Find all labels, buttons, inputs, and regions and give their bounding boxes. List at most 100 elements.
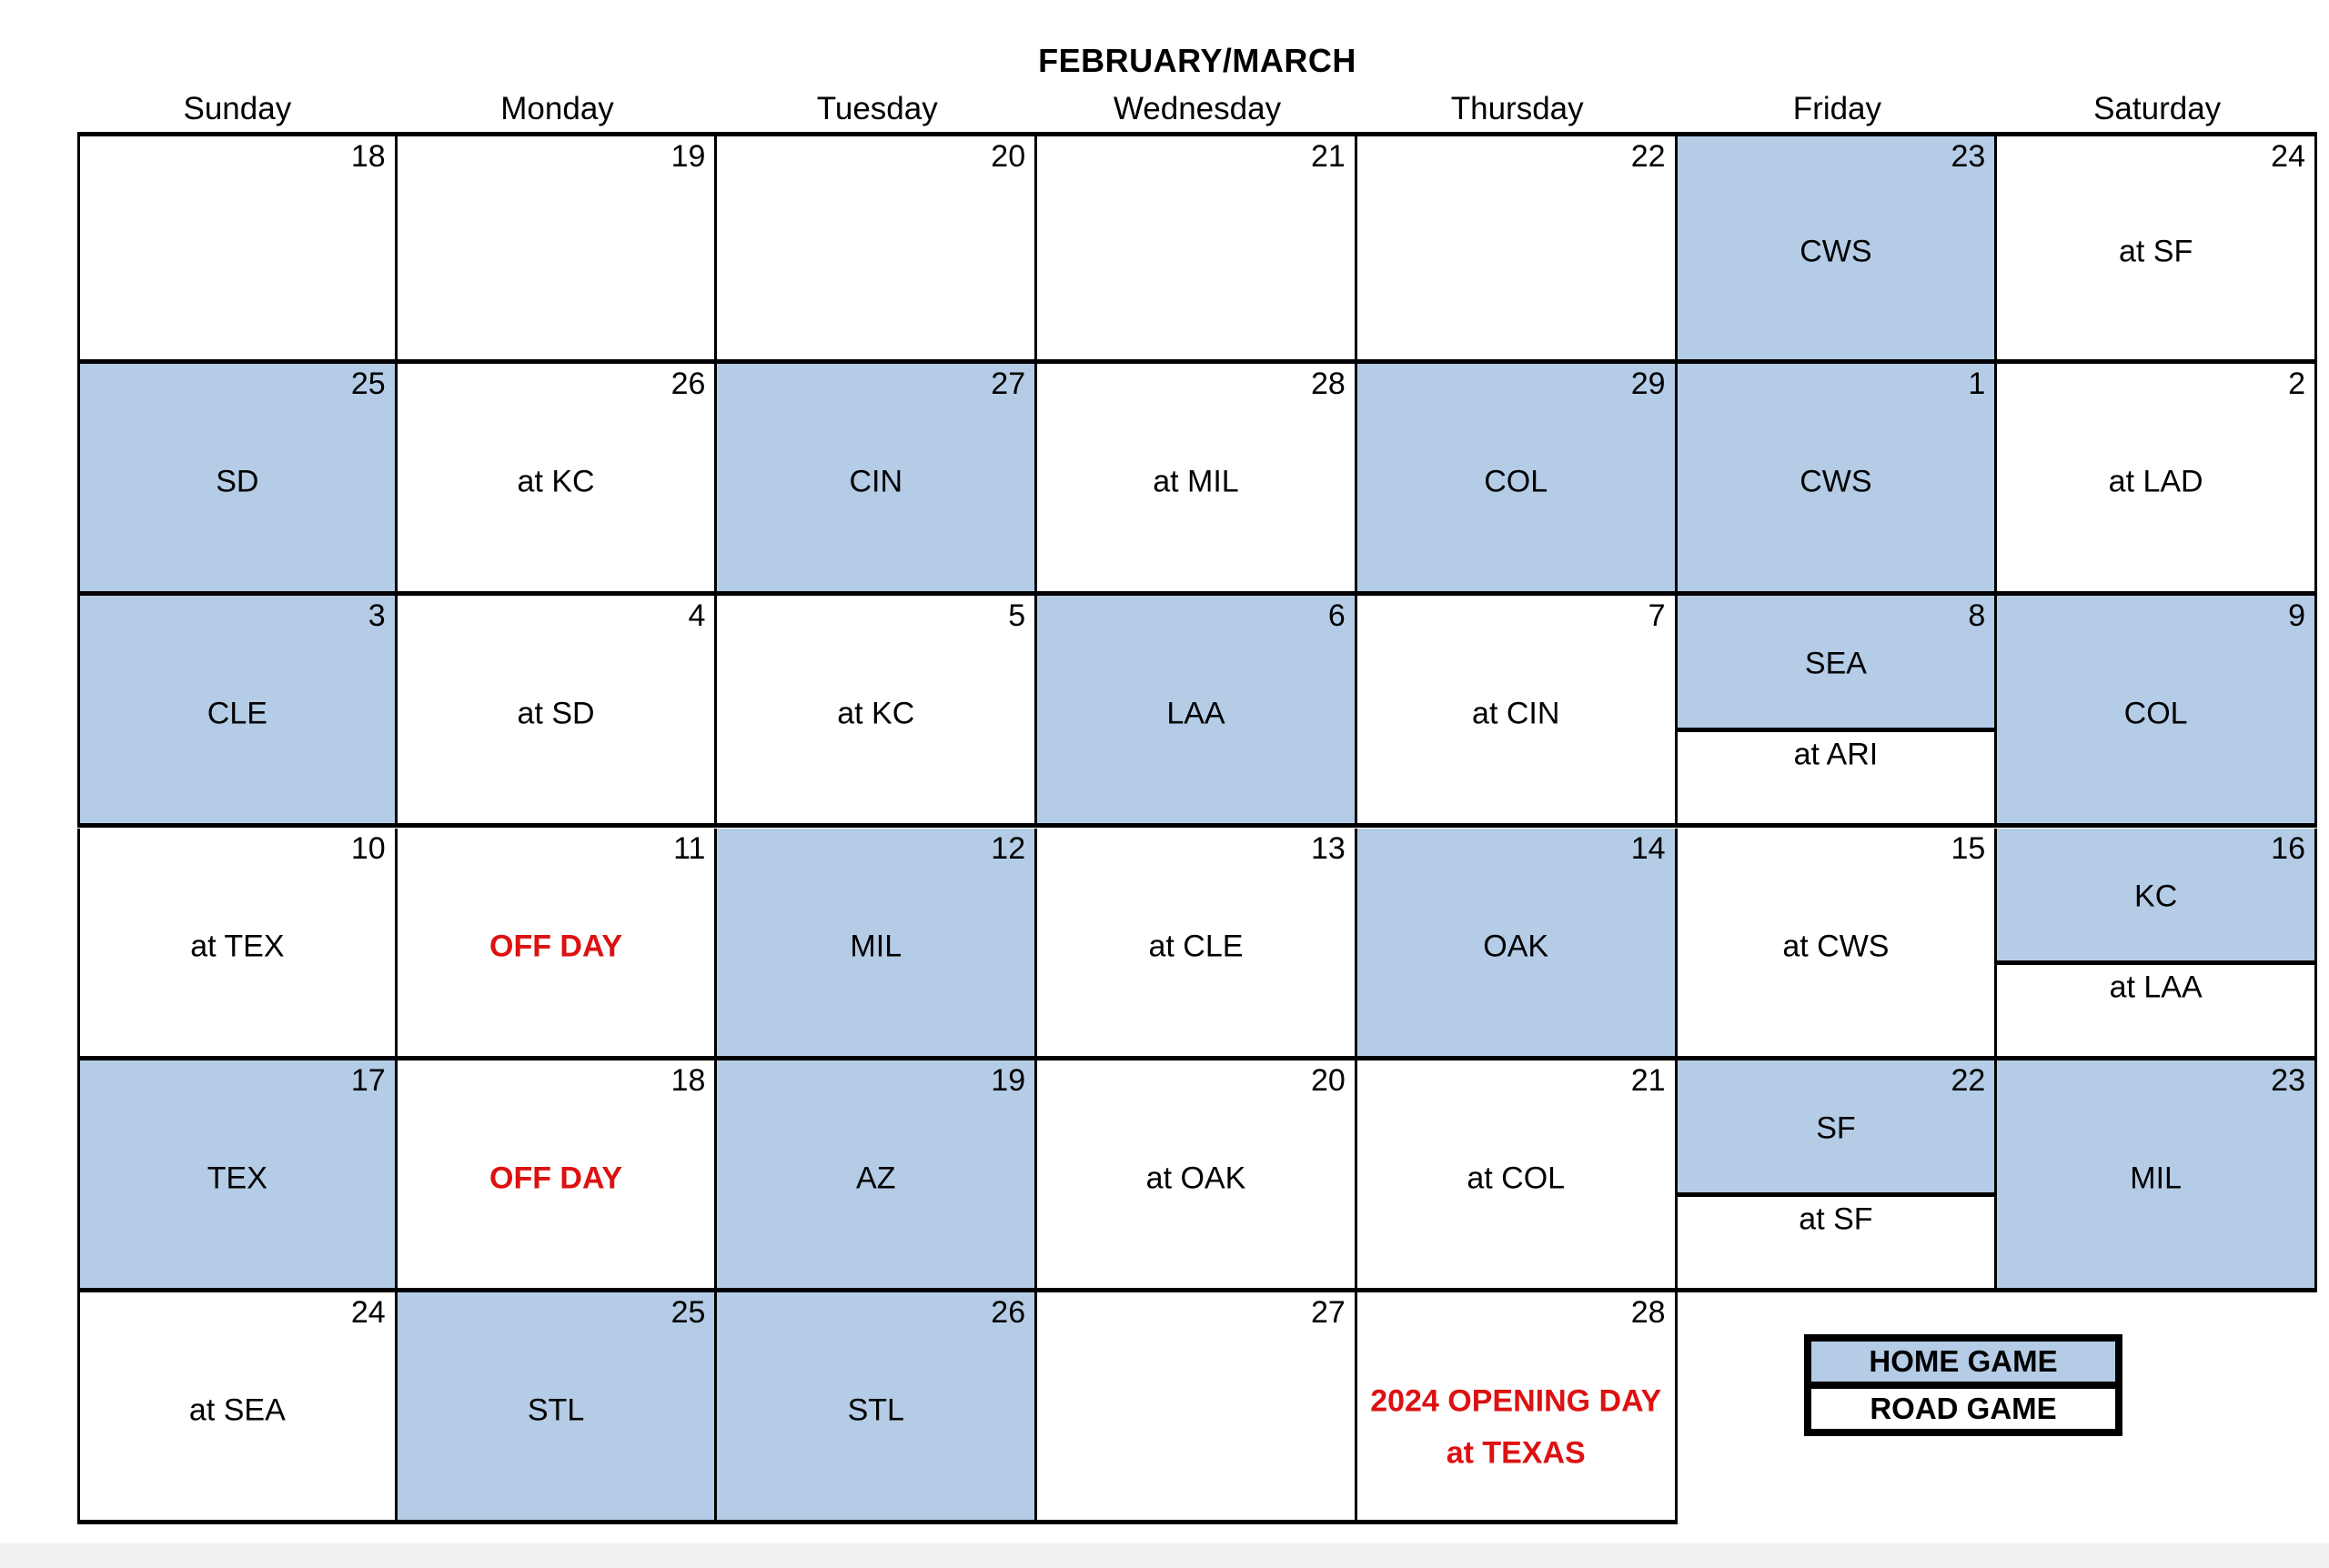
split-cell-home-section: [1677, 1060, 1995, 1197]
date-number: 23: [1951, 139, 1986, 174]
home-game-label: AZ: [856, 1161, 896, 1196]
calendar-cell[interactable]: at KC 5: [717, 596, 1038, 829]
date-number: 26: [991, 1294, 1026, 1330]
home-game-label: STL: [847, 1392, 904, 1428]
road-game-label: at SEA: [188, 1392, 286, 1428]
calendar-cell[interactable]: at TEX 10: [77, 828, 398, 1060]
split-cell-home-section: [1997, 828, 2314, 965]
date-number: 2: [2288, 367, 2305, 402]
date-number: 29: [1630, 367, 1666, 402]
calendar-cell[interactable]: STL 26: [717, 1292, 1038, 1524]
date-number: 21: [1311, 139, 1346, 174]
home-game-label: OAK: [1483, 929, 1549, 964]
off-day-label: OFF DAY: [489, 929, 623, 964]
home-game-label: TEX: [207, 1161, 267, 1196]
calendar-cell[interactable]: 27: [1037, 1292, 1357, 1524]
calendar-cell[interactable]: CLE 3: [77, 596, 398, 829]
date-number: 3: [368, 598, 386, 634]
home-game-label: MIL: [850, 929, 902, 964]
date-number: 14: [1630, 830, 1666, 866]
date-number: 22: [1630, 139, 1666, 174]
date-number: 10: [350, 830, 386, 866]
date-number: 24: [350, 1294, 386, 1330]
off-day-label: OFF DAY: [489, 1161, 623, 1196]
weekday-label-3: Wednesday: [1113, 91, 1282, 126]
page-title: FEBRUARY/MARCH: [1038, 42, 1356, 79]
calendar-cell[interactable]: COL 29: [1356, 364, 1678, 597]
calendar-cell[interactable]: at CWS 15: [1677, 828, 1998, 1060]
calendar-cell[interactable]: SD 25: [77, 364, 398, 597]
home-game-label: CWS: [1800, 234, 1872, 269]
calendar-cell[interactable]: SF at SF 22: [1677, 1060, 1998, 1292]
calendar-cell[interactable]: KC at LAA 16: [1997, 828, 2317, 1060]
road-game-label: at SF: [1799, 1201, 1873, 1237]
calendar-cell[interactable]: at LAD 2: [1997, 364, 2317, 597]
home-game-label: CIN: [849, 464, 903, 499]
calendar-cell[interactable]: 2024 OPENING DAY at TEXAS 28: [1356, 1292, 1678, 1524]
date-number: 11: [673, 830, 706, 866]
calendar-cell[interactable]: TEX 17: [77, 1060, 398, 1292]
calendar-cell[interactable]: COL 9: [1997, 596, 2317, 829]
calendar-cell[interactable]: at CIN 7: [1356, 596, 1678, 829]
calendar-cell[interactable]: at SEA 24: [77, 1292, 398, 1524]
legend-road-game: ROAD GAME: [1811, 1389, 2115, 1429]
date-number: 18: [670, 1062, 706, 1098]
road-game-label: at OAK: [1145, 1161, 1246, 1196]
date-number: 25: [350, 367, 386, 402]
calendar-cell[interactable]: OAK 14: [1356, 828, 1678, 1060]
calendar-cell[interactable]: 20: [717, 132, 1038, 365]
calendar-cell[interactable]: LAA 6: [1037, 596, 1357, 829]
date-number: 15: [1951, 830, 1986, 866]
calendar-cell[interactable]: STL 25: [397, 1292, 718, 1524]
road-game-label: at TEX: [190, 929, 285, 964]
date-number: 17: [350, 1062, 386, 1098]
calendar-cell[interactable]: CWS 23: [1677, 132, 1998, 365]
date-number: 7: [1648, 598, 1666, 634]
home-game-label: SD: [216, 464, 259, 499]
calendar-cell[interactable]: 18: [77, 132, 398, 365]
date-number: 19: [991, 1062, 1026, 1098]
opening-day-line2: at TEXAS: [1446, 1435, 1586, 1471]
weekday-label-6: Saturday: [2093, 91, 2222, 126]
calendar-cell[interactable]: AZ 19: [717, 1060, 1038, 1292]
date-number: 20: [1311, 1062, 1346, 1098]
calendar-cell[interactable]: at MIL 28: [1037, 364, 1357, 597]
calendar-cell[interactable]: at CLE 13: [1037, 828, 1357, 1060]
home-game-label: CLE: [207, 696, 267, 731]
road-game-label: at COL: [1467, 1161, 1566, 1196]
calendar-cell[interactable]: MIL 12: [717, 828, 1038, 1060]
calendar-cell[interactable]: at SD 4: [397, 596, 718, 829]
calendar-cell[interactable]: OFF DAY 11: [397, 828, 718, 1060]
date-number: 13: [1311, 830, 1346, 866]
calendar-cell[interactable]: CIN 27: [717, 364, 1038, 597]
calendar-cell[interactable]: 19: [397, 132, 718, 365]
calendar-cell[interactable]: at COL 21: [1356, 1060, 1678, 1292]
home-game-label: COL: [2123, 696, 2188, 731]
road-game-label: at KC: [517, 464, 595, 499]
calendar-cell[interactable]: CWS 1: [1677, 364, 1998, 597]
date-number: 24: [2271, 139, 2305, 174]
calendar-cell[interactable]: OFF DAY 18: [397, 1060, 718, 1292]
date-number: 19: [670, 139, 706, 174]
date-number: 23: [2271, 1062, 2305, 1098]
date-number: 27: [1311, 1294, 1346, 1330]
road-game-label: at ARI: [1793, 737, 1879, 772]
road-game-label: at MIL: [1153, 464, 1239, 499]
calendar-cell[interactable]: SEA at ARI 8: [1677, 596, 1998, 829]
calendar-cell[interactable]: at KC 26: [397, 364, 718, 597]
calendar-cell[interactable]: 21: [1037, 132, 1357, 365]
calendar-cell[interactable]: 22: [1356, 132, 1678, 365]
date-number: 5: [1008, 598, 1026, 634]
calendar-cell[interactable]: at SF 24: [1997, 132, 2317, 365]
date-number: 22: [1951, 1062, 1986, 1098]
date-number: 4: [688, 598, 706, 634]
weekday-label-0: Sunday: [183, 91, 292, 126]
date-number: 6: [1327, 598, 1346, 634]
road-game-label: at KC: [837, 696, 915, 731]
legend-home-game: HOME GAME: [1811, 1342, 2115, 1389]
road-game-label: at CIN: [1472, 696, 1560, 731]
calendar-cell[interactable]: at OAK 20: [1037, 1060, 1357, 1292]
home-game-label: SEA: [1804, 646, 1867, 681]
home-game-label: MIL: [2130, 1161, 2182, 1196]
calendar-cell[interactable]: MIL 23: [1997, 1060, 2317, 1292]
